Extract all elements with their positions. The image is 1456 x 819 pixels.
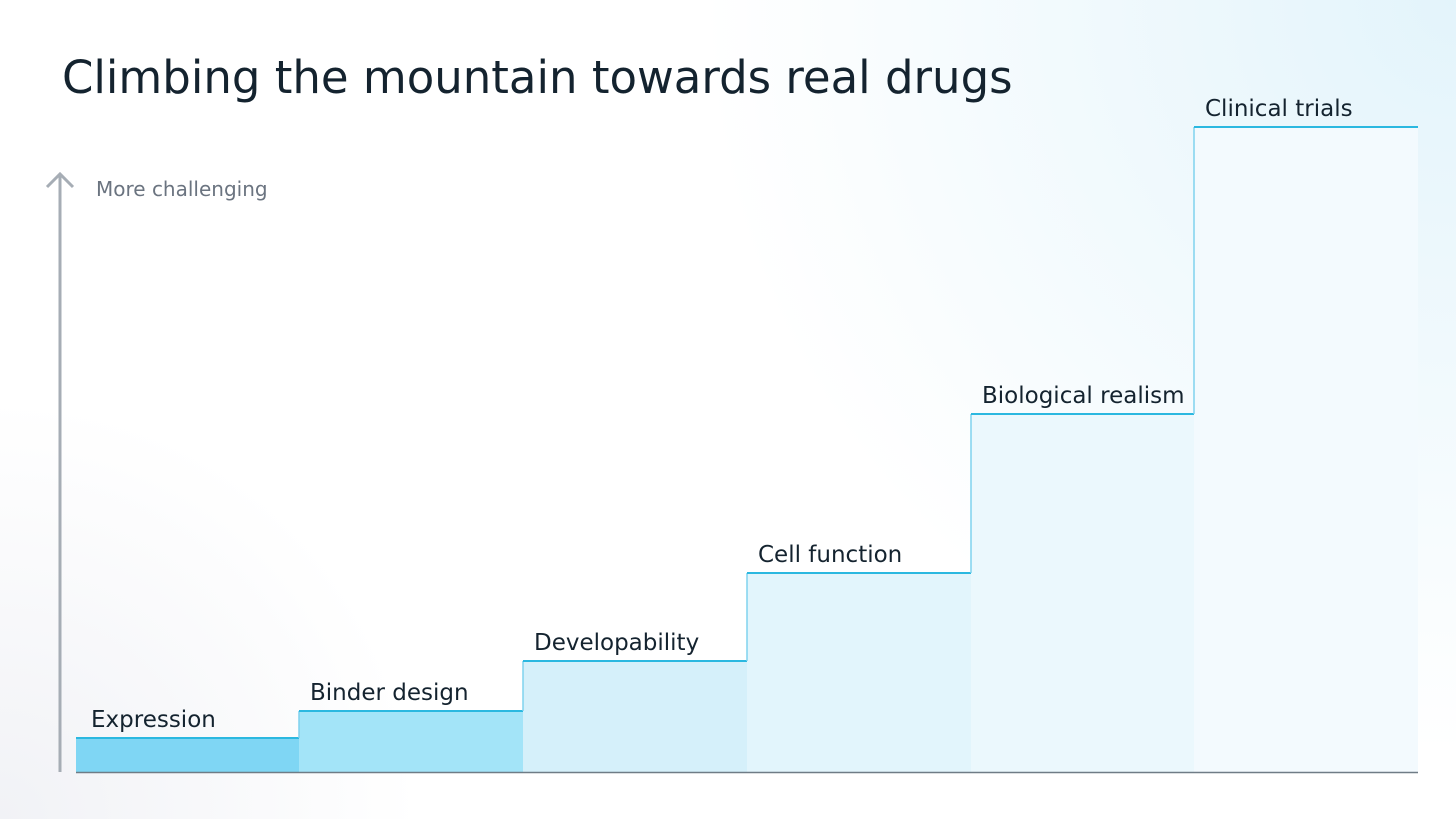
step xyxy=(76,738,299,772)
step xyxy=(523,661,747,772)
step xyxy=(747,573,971,772)
step-label: Biological realism xyxy=(982,383,1185,409)
step-label: Binder design xyxy=(310,680,469,706)
step-label: Cell function xyxy=(758,542,902,568)
step xyxy=(1194,127,1418,772)
step-label: Clinical trials xyxy=(1205,96,1353,122)
step-label: Expression xyxy=(91,707,216,733)
axis-label: More challenging xyxy=(96,177,268,201)
arrow-head xyxy=(45,171,75,189)
step xyxy=(971,414,1194,772)
step xyxy=(299,711,523,772)
title: Climbing the mountain towards real drugs xyxy=(62,51,1013,104)
step-label: Developability xyxy=(534,630,699,656)
